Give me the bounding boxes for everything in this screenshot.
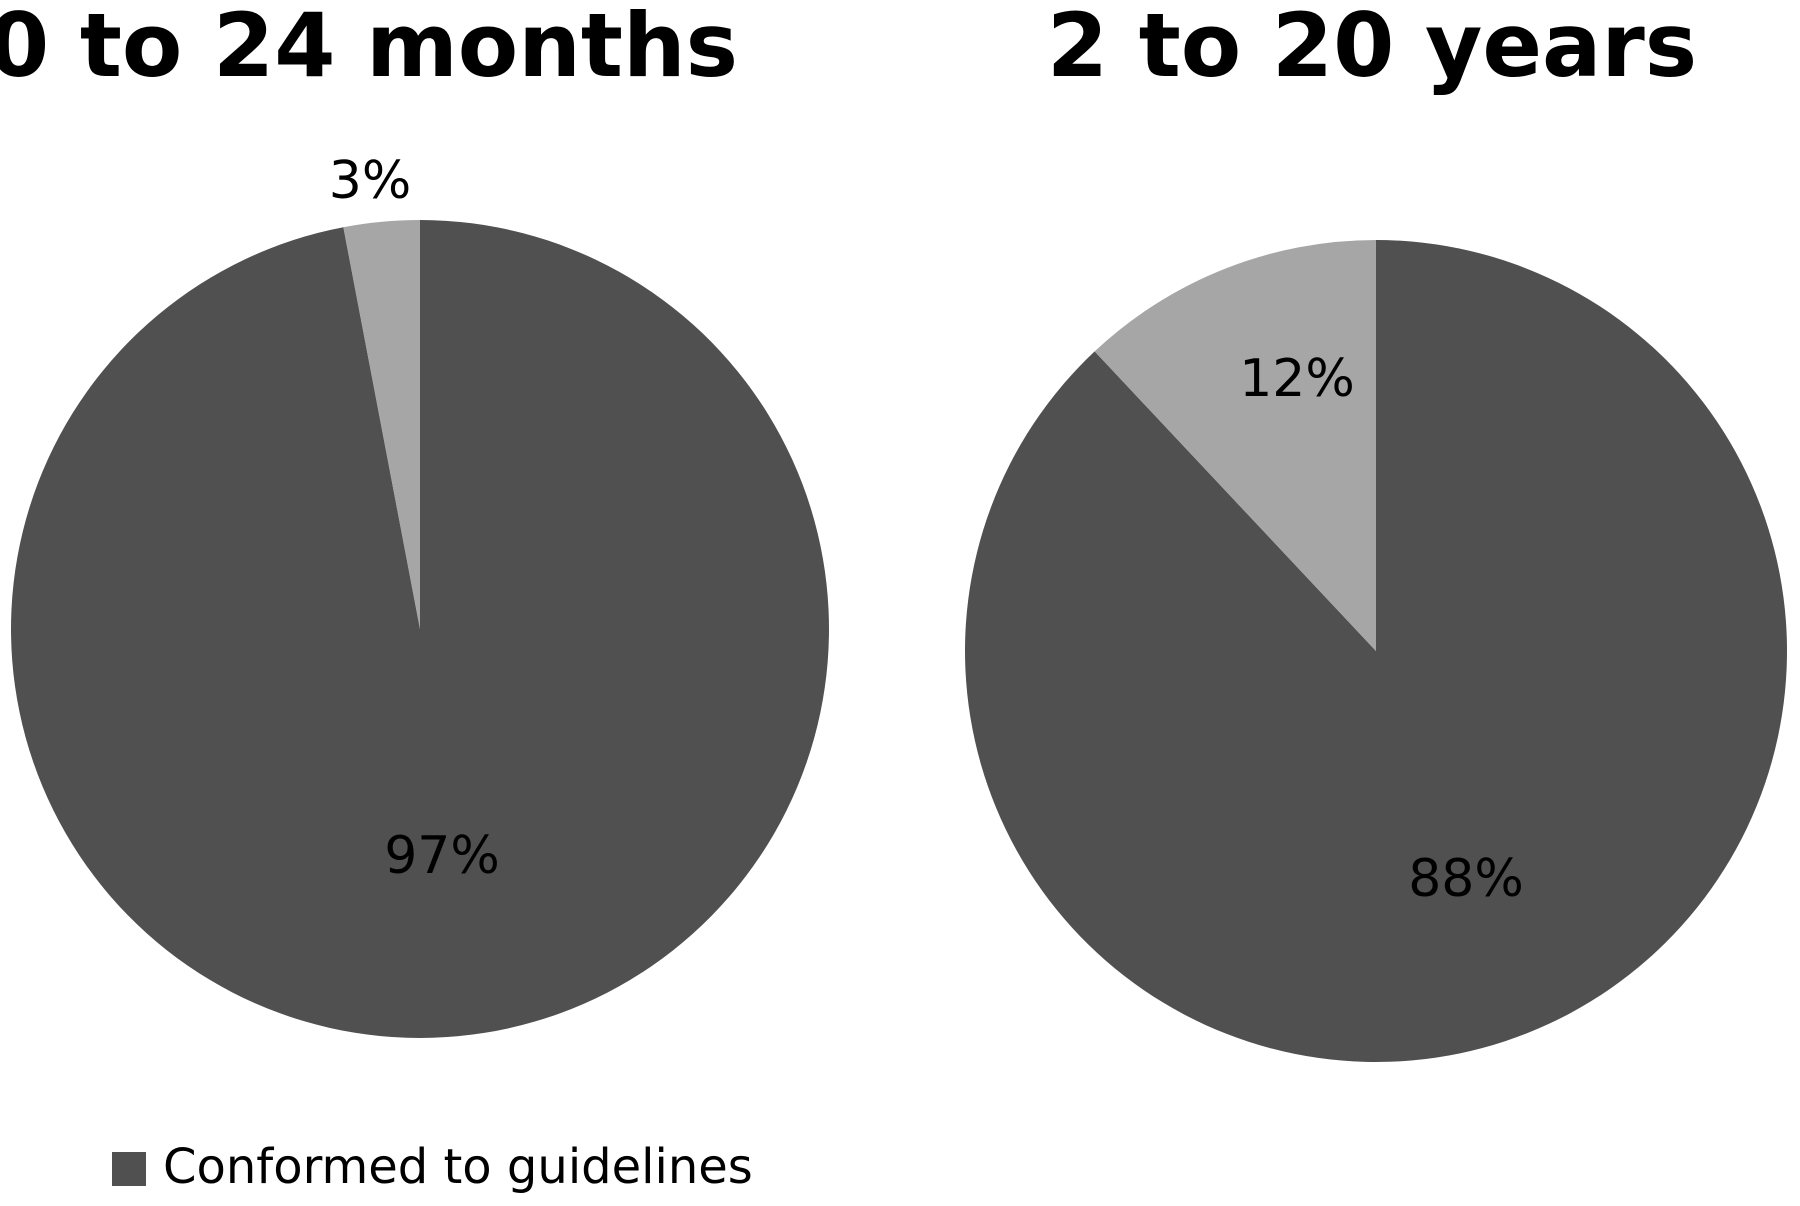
pie-slice	[10, 220, 829, 1039]
data-label: 12%	[1239, 349, 1355, 409]
data-label: 88%	[1408, 849, 1524, 909]
chart-title: 2 to 20 years	[1047, 0, 1697, 97]
legend-label: Conformed to guidelines	[163, 1139, 753, 1195]
pie-slice	[343, 220, 420, 629]
data-label: 97%	[384, 826, 500, 886]
legend-swatch	[112, 1152, 146, 1186]
pie-slice	[1094, 240, 1376, 651]
chart-title: 0 to 24 months	[0, 0, 738, 97]
data-label: 3%	[329, 151, 412, 211]
pie-slice	[964, 240, 1787, 1062]
